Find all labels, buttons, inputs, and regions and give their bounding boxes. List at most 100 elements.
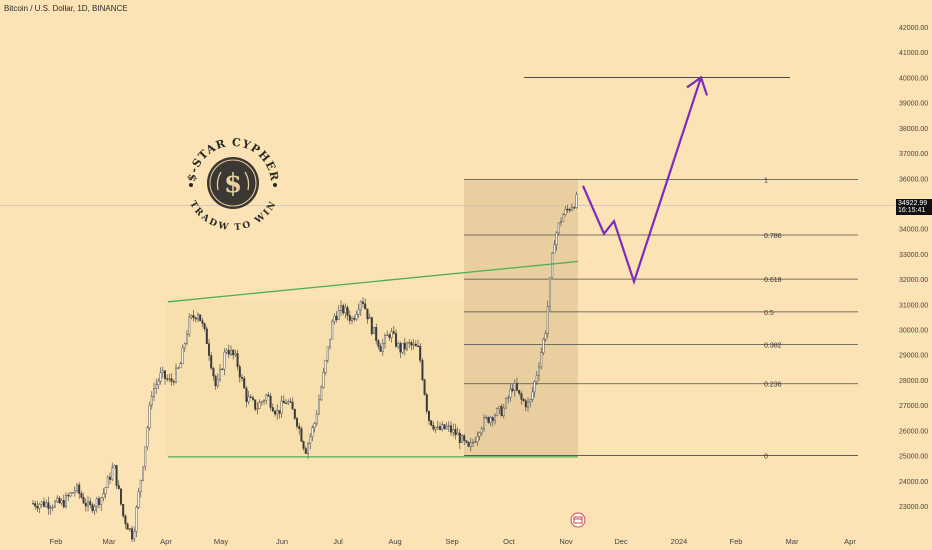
candle-body — [291, 401, 294, 410]
candle-body — [229, 349, 232, 355]
candle-body — [240, 377, 243, 379]
candle-body — [214, 375, 217, 387]
candle-body — [346, 307, 349, 316]
candle-body — [505, 398, 508, 409]
y-tick-label: 29000.00 — [899, 353, 928, 360]
candle-body — [205, 328, 208, 344]
x-tick-label: Feb — [50, 537, 63, 546]
y-tick-label: 31000.00 — [899, 302, 928, 309]
candle-body — [511, 388, 514, 391]
candle-body — [40, 501, 43, 505]
symbol-title[interactable]: Bitcoin / U.S. Dollar, 1D, BINANCE — [4, 4, 128, 13]
candle-body — [560, 221, 563, 224]
candle-body — [412, 343, 415, 346]
candle-body — [344, 307, 347, 314]
candle-body — [122, 504, 125, 517]
candle-body — [480, 428, 483, 434]
candle-body — [386, 334, 389, 337]
candle-body — [452, 429, 455, 433]
candle-body — [430, 420, 433, 426]
candle-body — [168, 378, 171, 380]
candle-body — [529, 399, 532, 403]
candle-body — [331, 320, 334, 340]
candle-body — [51, 506, 54, 509]
candle-body — [243, 378, 246, 389]
candle-body — [520, 393, 523, 400]
candle-body — [69, 492, 72, 497]
candle-body — [399, 343, 402, 353]
candle-body — [146, 427, 149, 448]
candle-body — [432, 425, 435, 430]
candle-body — [538, 366, 541, 376]
candle-body — [201, 320, 204, 324]
candle-body — [163, 370, 166, 379]
candle-body — [553, 244, 556, 254]
candle-body — [287, 401, 290, 404]
candle-body — [194, 317, 197, 320]
candle-body — [447, 425, 450, 427]
candle-body — [414, 343, 417, 347]
resistance-line — [167, 260, 579, 303]
candle-body — [119, 488, 122, 505]
candle-body — [502, 407, 505, 417]
fib-level-label: 0.382 — [764, 343, 782, 350]
candle-body — [465, 440, 468, 443]
candle-body — [487, 417, 490, 423]
last-price-label: 34922.99 — [898, 200, 928, 208]
candle-body — [106, 476, 109, 488]
y-tick-label: 40000.00 — [899, 75, 928, 82]
candle-body — [524, 400, 527, 408]
candle-body — [311, 427, 314, 437]
candle-body — [544, 333, 547, 340]
candle-body — [522, 399, 525, 402]
candle-body — [236, 353, 239, 367]
candle-body — [71, 492, 74, 494]
candle-body — [117, 485, 120, 489]
candle-body — [104, 487, 107, 494]
candle-body — [436, 426, 439, 428]
candle-body — [478, 432, 481, 437]
candle-body — [78, 484, 81, 494]
candle-body — [472, 442, 475, 444]
candle-body — [562, 214, 565, 222]
candle-body — [333, 315, 336, 322]
candle-body — [135, 507, 138, 532]
candle-body — [75, 484, 78, 491]
candle-body — [58, 497, 61, 504]
candle-body — [170, 378, 173, 382]
candle-body — [285, 402, 288, 405]
x-tick-label: May — [214, 537, 228, 546]
candle-body — [494, 415, 497, 421]
candle-body — [388, 334, 391, 338]
candle-body — [571, 207, 574, 211]
candle-body — [150, 396, 153, 406]
candle-body — [419, 345, 422, 361]
candle-body — [445, 426, 448, 429]
candle-body — [406, 342, 409, 350]
y-tick-label: 38000.00 — [899, 126, 928, 133]
candle-body — [192, 315, 195, 318]
candle-body — [417, 345, 420, 348]
candle-body — [401, 342, 404, 353]
candle-body — [408, 342, 411, 344]
candle-body — [489, 417, 492, 423]
calendar-icon[interactable] — [570, 512, 586, 528]
last-price-badge: 34922.99 16:15:41 — [896, 199, 932, 216]
candle-body — [133, 531, 136, 540]
candle-body — [542, 339, 545, 353]
x-tick-label: Apr — [844, 537, 856, 546]
candle-body — [384, 335, 387, 344]
x-tick-label: Mar — [786, 537, 799, 546]
candle-body — [456, 432, 459, 436]
candle-body — [282, 400, 285, 404]
range-zone — [166, 299, 464, 456]
fib-level-label: 0.236 — [764, 382, 782, 389]
candle-body — [551, 252, 554, 278]
candle-body — [443, 424, 446, 429]
candle-body — [62, 500, 65, 508]
projection-arrowhead — [686, 75, 709, 96]
candle-body — [326, 346, 329, 361]
candle-body — [491, 417, 494, 421]
candle-body — [141, 466, 144, 481]
